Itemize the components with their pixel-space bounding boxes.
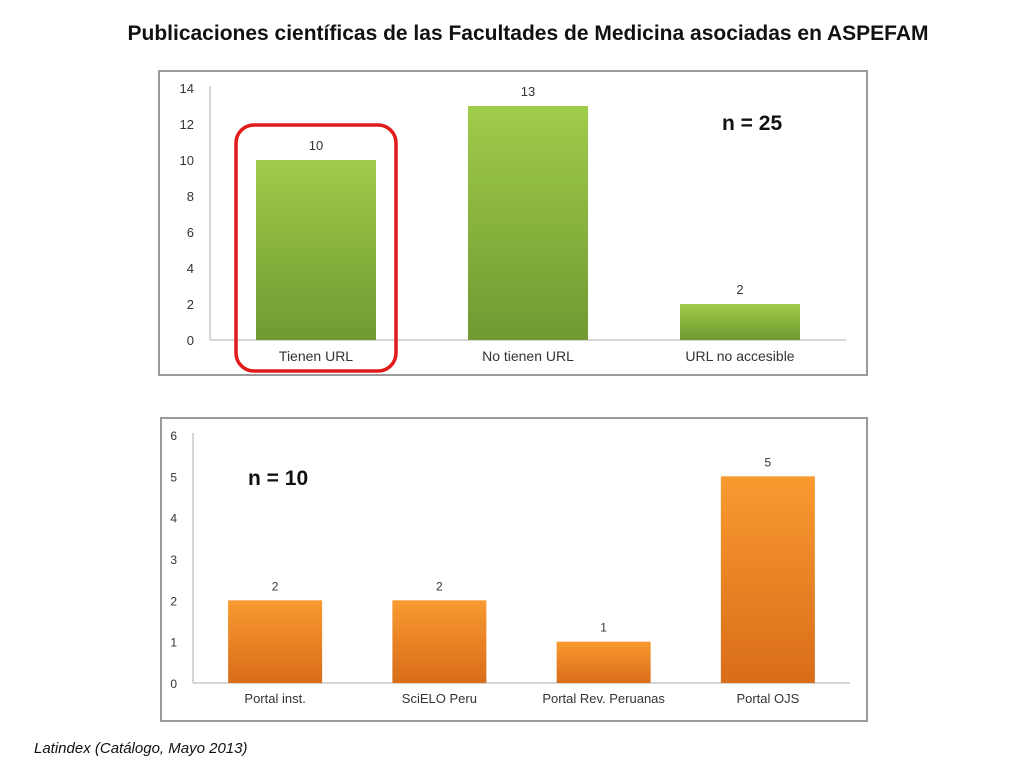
chart-portal-types: 0 1 2 3 4 5 6 2 Portal inst. 2 SciELO Peru 1 Portal … (160, 417, 868, 722)
chart2-y-tick-label: 1 (170, 636, 177, 650)
chart1-bar (680, 304, 800, 340)
chart2-y-tick-label: 0 (170, 677, 177, 691)
chart2-data-label: 2 (272, 579, 279, 593)
chart-portal-types-annotation: n = 10 (248, 467, 309, 490)
chart2-bar (556, 641, 651, 683)
chart1-y-tick-label: 8 (187, 189, 194, 204)
chart2-category-label: Portal inst. (244, 691, 305, 706)
chart1-data-label: 10 (309, 138, 323, 153)
chart1-y-tick-label: 4 (187, 261, 194, 276)
chart1-category-label: URL no accesible (685, 348, 794, 364)
chart1-y-tick-label: 2 (187, 297, 194, 312)
chart-url-status-svg: 0 2 4 6 8 10 12 14 10 Tienen URL 13 No tienen URL 2 U… (180, 81, 846, 373)
chart2-y-tick-label: 4 (170, 512, 177, 526)
chart2-bar (392, 600, 487, 683)
chart2-data-label: 2 (436, 579, 443, 593)
chart1-y-tick-label: 12 (180, 117, 194, 132)
page-title: Publicaciones científicas de las Faculta… (127, 22, 929, 45)
chart1-y-tick-label: 6 (187, 225, 194, 240)
chart2-category-label: Portal Rev. Peruanas (542, 691, 665, 706)
chart2-y-tick-label: 2 (170, 594, 177, 608)
chart1-bar (256, 160, 376, 340)
chart-url-status-annotation: n = 25 (722, 112, 783, 135)
chart1-y-tick-label: 14 (180, 81, 194, 96)
source-caption: Latindex (Catálogo, Mayo 2013) (34, 740, 248, 757)
chart1-y-tick-label: 0 (187, 333, 194, 348)
chart1-bar (468, 106, 588, 340)
chart2-category-label: SciELO Peru (402, 691, 477, 706)
chart2-y-tick-label: 6 (170, 429, 177, 443)
chart-url-status: 0 2 4 6 8 10 12 14 10 Tienen URL 13 No tienen URL 2 U… (158, 70, 868, 376)
chart1-category-label: No tienen URL (482, 348, 574, 364)
chart2-y-tick-label: 3 (170, 553, 177, 567)
chart2-category-label: Portal OJS (736, 691, 799, 706)
chart1-category-label: Tienen URL (279, 348, 353, 364)
chart-portal-types-svg: 0 1 2 3 4 5 6 2 Portal inst. 2 SciELO Peru 1 Portal … (170, 429, 850, 706)
chart1-highlight-frame (234, 123, 398, 373)
chart1-data-label: 2 (736, 282, 743, 297)
chart1-data-label: 13 (521, 84, 535, 99)
chart2-bar (720, 476, 815, 683)
chart2-data-label: 5 (765, 455, 772, 469)
chart2-data-label: 1 (600, 621, 607, 635)
chart2-y-tick-label: 5 (170, 470, 177, 484)
chart2-bar (228, 600, 323, 683)
chart1-y-tick-label: 10 (180, 153, 194, 168)
